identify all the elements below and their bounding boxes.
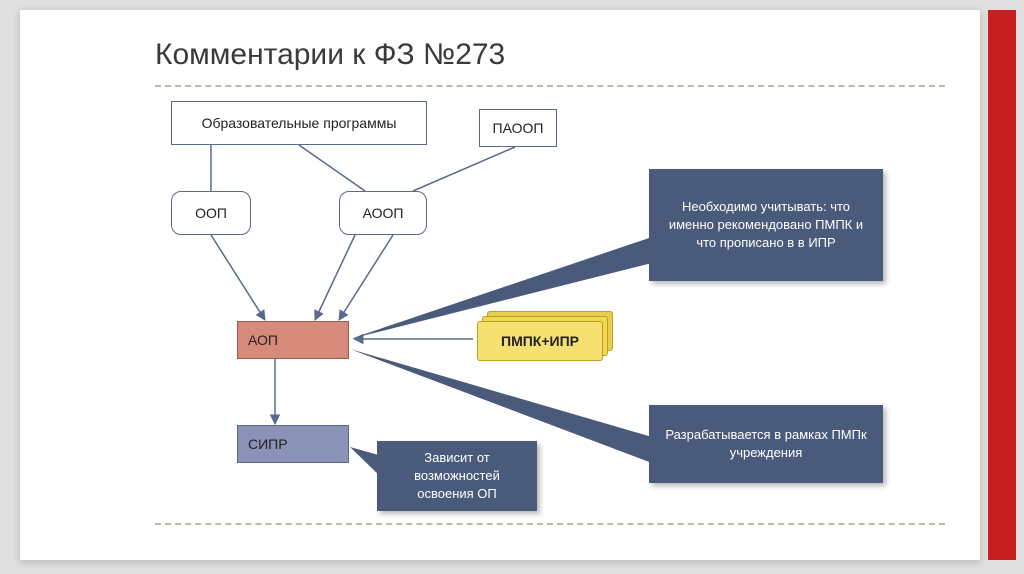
callout-pmpk-ipr: Необходимо учитывать: что именно рекомен… [649, 169, 883, 281]
box-pmpk-ipr: ПМПК+ИПР [477, 311, 615, 361]
box-aop-label: АОП [248, 331, 278, 349]
box-sipr: СИПР [237, 425, 349, 463]
slide-title: Комментарии к ФЗ №273 [155, 38, 505, 72]
box-sipr-label: СИПР [248, 435, 288, 453]
callout-depends-op-text: Зависит от возможностей освоения ОП [387, 449, 527, 504]
callout-pmpk-org: Разрабатывается в рамках ПМПк учреждения [649, 405, 883, 483]
callout-pmpk-org-text: Разрабатывается в рамках ПМПк учреждения [659, 426, 873, 462]
accent-bar [988, 10, 1016, 560]
box-oop: ООП [171, 191, 251, 235]
box-aoop: АООП [339, 191, 427, 235]
box-aop: АОП [237, 321, 349, 359]
box-pmpk-ipr-label: ПМПК+ИПР [501, 333, 579, 349]
callout-depends-op: Зависит от возможностей освоения ОП [377, 441, 537, 511]
box-programs: Образовательные программы [171, 101, 427, 145]
box-paoop-label: ПАООП [493, 119, 544, 137]
box-paoop: ПАООП [479, 109, 557, 147]
box-aoop-label: АООП [363, 204, 404, 222]
box-oop-label: ООП [195, 204, 227, 222]
diagram-frame: Образовательные программы ПАООП ООП АООП… [155, 85, 945, 525]
slide: Комментарии к ФЗ №273 [20, 10, 980, 560]
callout-pmpk-ipr-text: Необходимо учитывать: что именно рекомен… [659, 198, 873, 253]
box-programs-label: Образовательные программы [202, 114, 397, 132]
